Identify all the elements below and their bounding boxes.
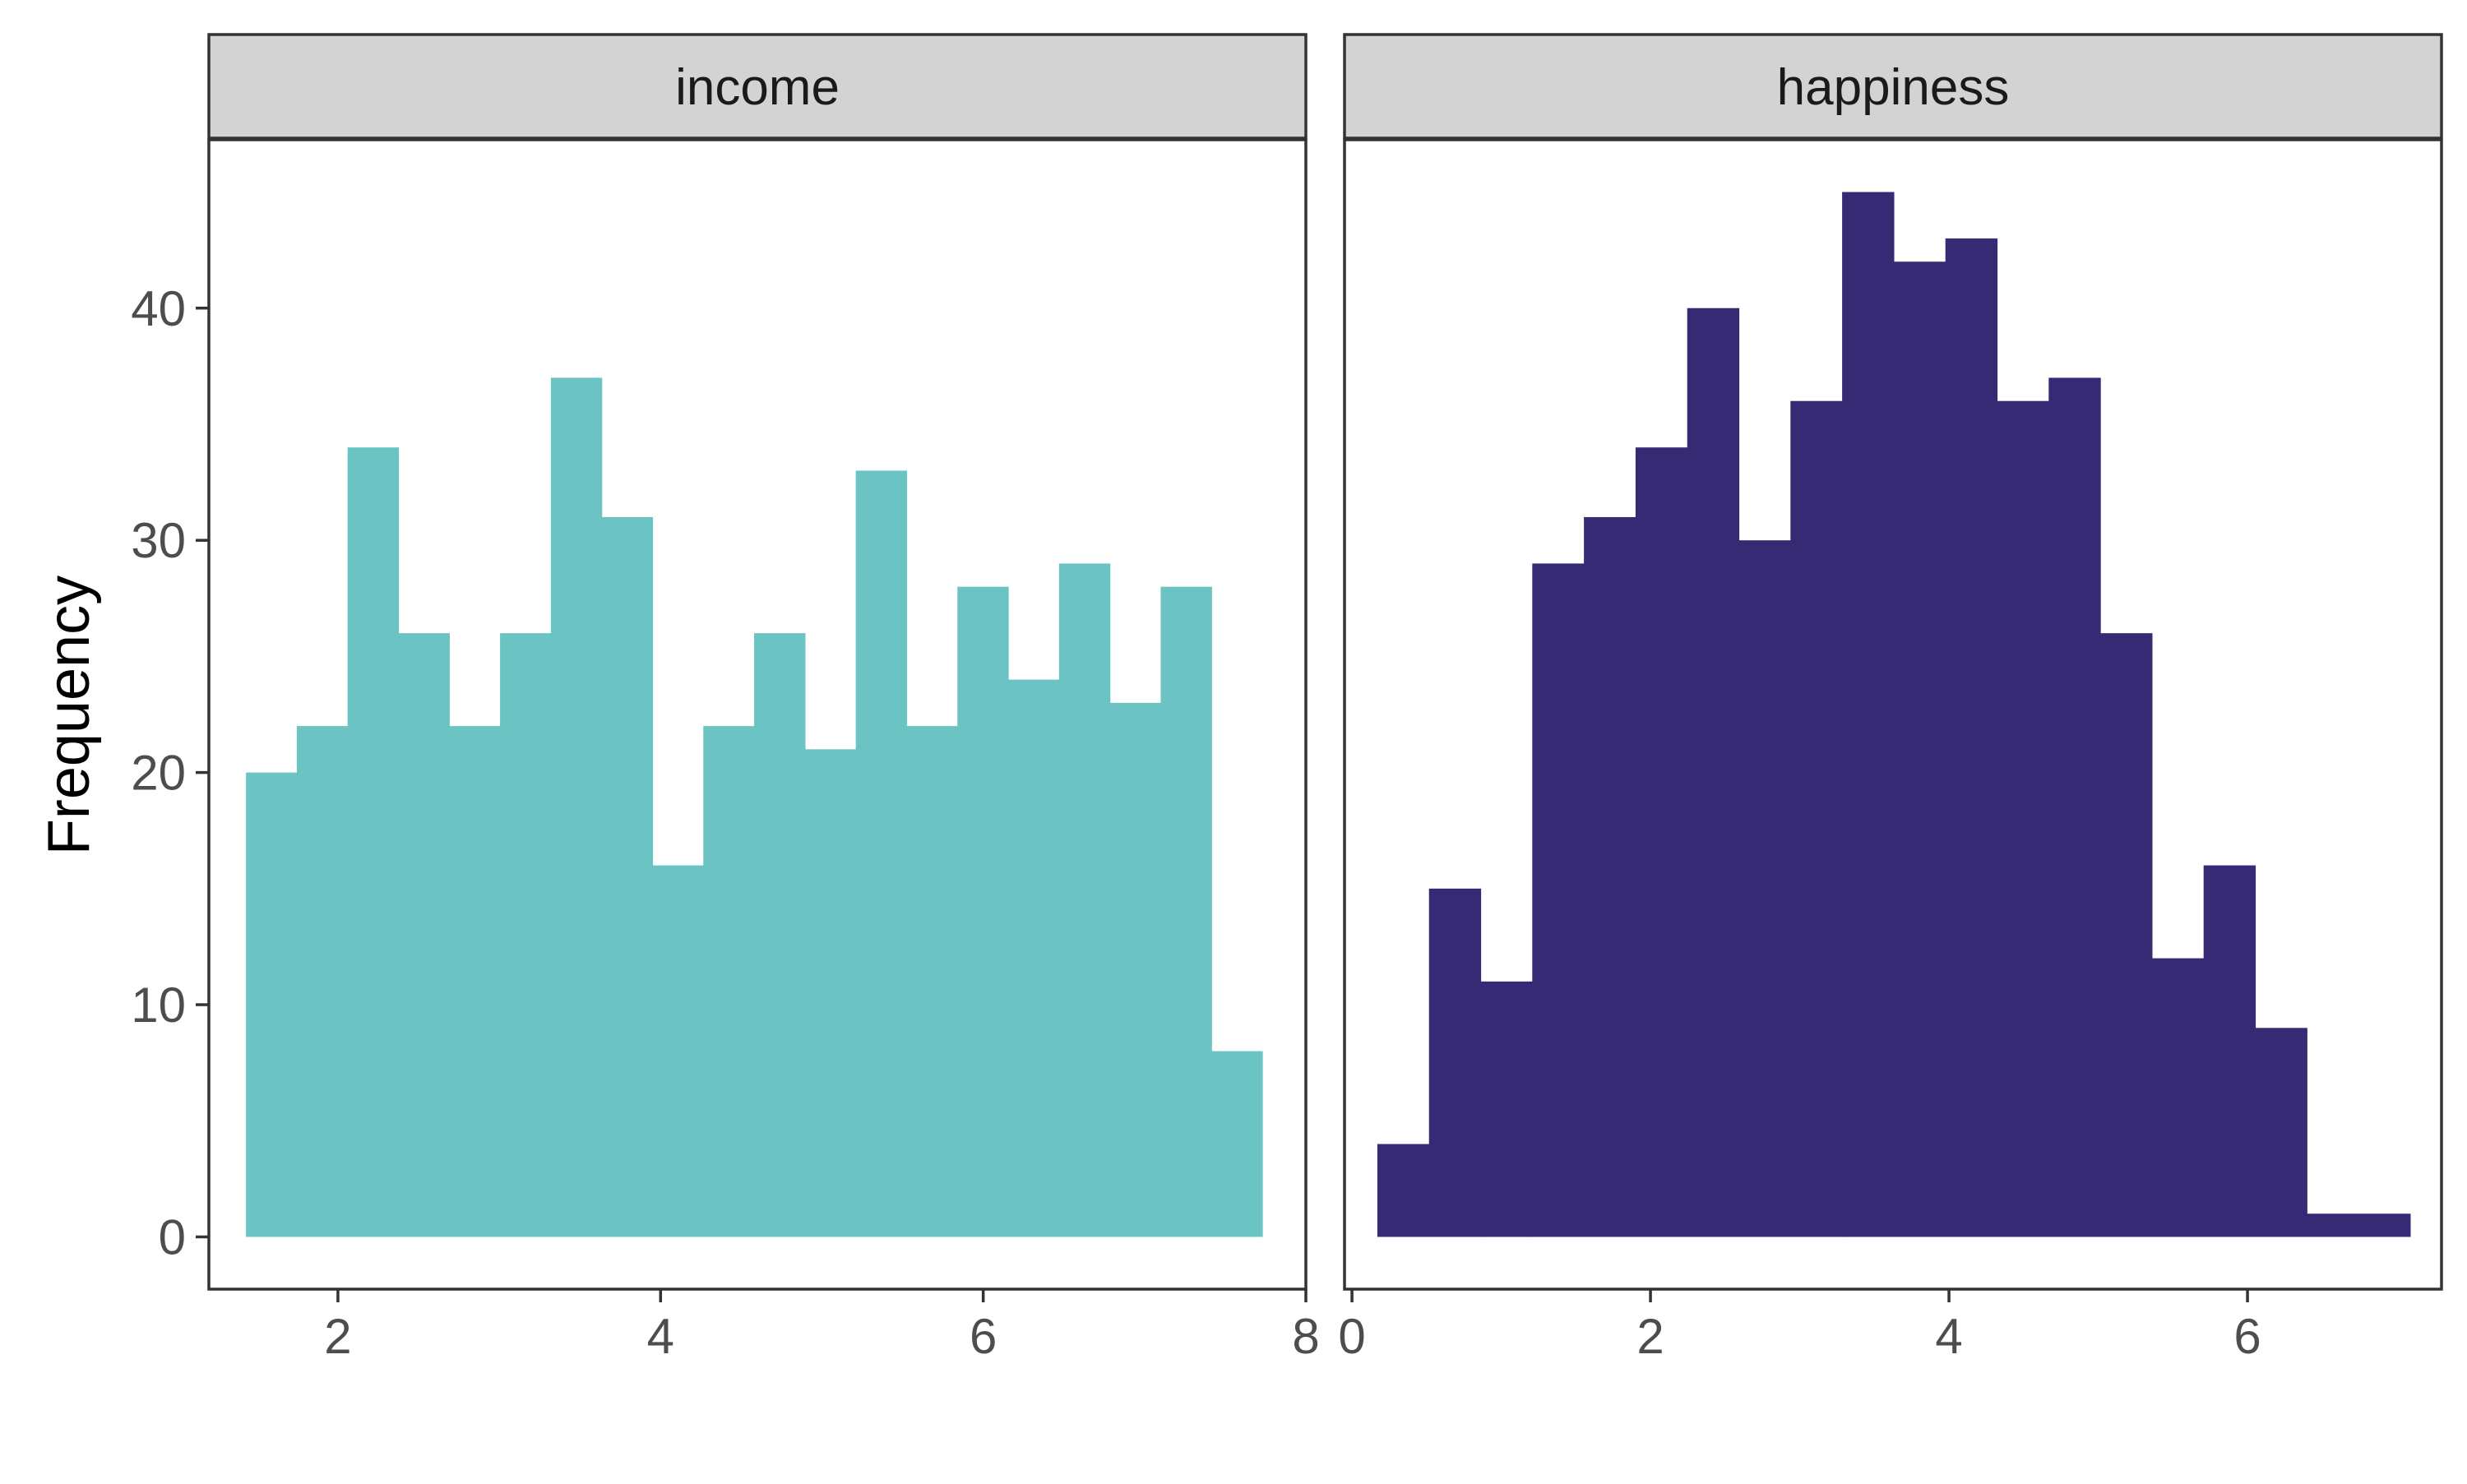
- y-axis: 0 10 20 30 40: [131, 281, 209, 1264]
- x-tick-label: 6: [2233, 1309, 2261, 1364]
- panel-happiness: happiness 0 2 4 6: [1338, 33, 2443, 1364]
- histogram-bar: [398, 633, 450, 1237]
- histogram-bar: [1635, 447, 1688, 1237]
- histogram-bar: [1058, 563, 1111, 1237]
- y-axis-title: Frequency: [36, 576, 102, 855]
- histogram-bar: [500, 633, 552, 1237]
- histogram-bar: [652, 865, 704, 1237]
- histogram-bar: [1738, 540, 1791, 1237]
- histogram-bar: [1790, 400, 1843, 1237]
- strip-label-happiness: happiness: [1777, 59, 2010, 116]
- x-tick-label: 6: [970, 1309, 997, 1364]
- histogram-bar: [1377, 1144, 1430, 1237]
- histogram-bars-income: [246, 377, 1263, 1237]
- histogram-bar: [1428, 888, 1482, 1237]
- y-tick-label: 30: [131, 513, 186, 568]
- x-tick-label: 0: [1338, 1309, 1365, 1364]
- panel-border-happiness: [1343, 138, 2443, 1291]
- histogram-bar: [855, 470, 908, 1237]
- histogram-bar: [2100, 633, 2153, 1237]
- x-tick-label: 8: [1292, 1309, 1319, 1364]
- histogram-bar: [296, 726, 349, 1237]
- x-tick-label: 2: [1636, 1309, 1664, 1364]
- histogram-bar: [1480, 981, 1533, 1237]
- histogram-bar: [550, 377, 603, 1237]
- histogram-bar: [703, 726, 755, 1237]
- histogram-bar: [2203, 865, 2256, 1237]
- histogram-bar: [246, 772, 298, 1237]
- histogram-bar: [449, 726, 501, 1237]
- histogram-bars-happiness: [1377, 192, 2411, 1237]
- histogram-bar: [1008, 679, 1060, 1237]
- y-tick-label: 0: [159, 1209, 186, 1264]
- histogram-bar: [1687, 307, 1740, 1237]
- y-tick-label: 10: [131, 978, 186, 1033]
- histogram-bar: [2255, 1028, 2307, 1237]
- histogram-bar: [2307, 1214, 2359, 1237]
- strip-label-income: income: [675, 59, 840, 116]
- panel-border-income: [207, 138, 1308, 1291]
- histogram-bar: [347, 447, 400, 1237]
- histogram-bar: [1997, 400, 2049, 1237]
- histogram-bar: [2048, 377, 2101, 1237]
- histogram-bar: [1532, 563, 1585, 1237]
- y-tick-label: 20: [131, 746, 186, 801]
- histogram-bar: [1160, 586, 1212, 1237]
- histogram-bar: [1945, 238, 1998, 1237]
- histogram-bar: [601, 516, 654, 1237]
- x-tick-label: 4: [647, 1309, 674, 1364]
- x-axis-happiness: 0 2 4 6: [1338, 1289, 2261, 1364]
- histogram-bar: [2151, 958, 2205, 1237]
- histogram-bar: [1211, 1051, 1263, 1237]
- histogram-bar: [754, 633, 806, 1237]
- histogram-bar: [957, 586, 1009, 1237]
- histogram-bar: [906, 726, 958, 1237]
- histogram-bar: [804, 749, 857, 1237]
- strip-background: [207, 33, 1308, 140]
- panel-income: income 2 4 6 8 0 10 20 30 40: [131, 33, 1320, 1364]
- x-axis-income: 2 4 6 8: [324, 1289, 1320, 1364]
- histogram-bar: [1842, 192, 1895, 1237]
- y-tick-label: 40: [131, 281, 186, 336]
- x-tick-label: 2: [324, 1309, 351, 1364]
- histogram-bar: [1893, 261, 1946, 1237]
- strip-background: [1343, 33, 2443, 140]
- histogram-bar: [2358, 1214, 2411, 1237]
- histogram-bar: [1584, 516, 1636, 1237]
- x-tick-label: 4: [1935, 1309, 1962, 1364]
- histogram-bar: [1109, 702, 1162, 1237]
